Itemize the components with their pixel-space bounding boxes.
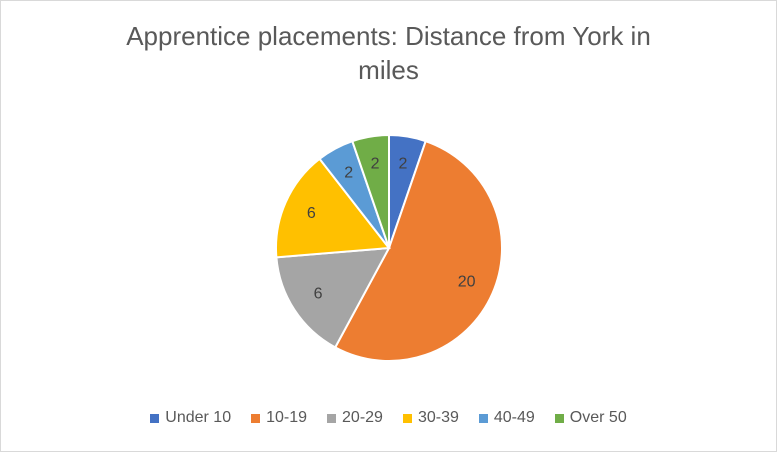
data-label: 6	[307, 205, 316, 222]
legend-label: 20-29	[342, 409, 383, 426]
data-label: 20	[458, 273, 476, 290]
legend-swatch	[150, 413, 160, 423]
data-label: 2	[398, 156, 407, 173]
legend-item: 40-49	[478, 409, 535, 427]
legend-label: 30-39	[417, 409, 459, 426]
legend-item: 20-29	[327, 409, 383, 427]
legend-label: 10-19	[266, 409, 308, 426]
legend-item: 30-39	[402, 409, 459, 427]
legend-swatch	[478, 413, 488, 423]
legend: Under 10 10-19 20-29 30-39 40-49 Over 50	[1, 409, 776, 427]
legend-swatch	[327, 413, 337, 423]
legend-item: Over 50	[554, 409, 627, 427]
legend-label: 40-49	[493, 409, 535, 426]
pie-slice	[275, 157, 391, 259]
pie-slice	[351, 133, 390, 249]
chart-title: Apprentice placements: Distance from Yor…	[126, 21, 651, 85]
legend-label: Under 10	[165, 409, 232, 426]
data-label: 6	[314, 286, 323, 303]
data-label: 2	[371, 156, 380, 173]
legend-swatch	[251, 413, 261, 423]
legend-item: Under 10	[150, 409, 231, 427]
legend-swatch	[554, 413, 564, 423]
pie-slice	[275, 246, 391, 349]
legend-item: 10-19	[251, 409, 307, 427]
legend-label: Over 50	[569, 409, 627, 426]
legend-swatch	[402, 413, 412, 423]
pie-slice	[333, 139, 503, 362]
data-label: 2	[344, 165, 353, 182]
